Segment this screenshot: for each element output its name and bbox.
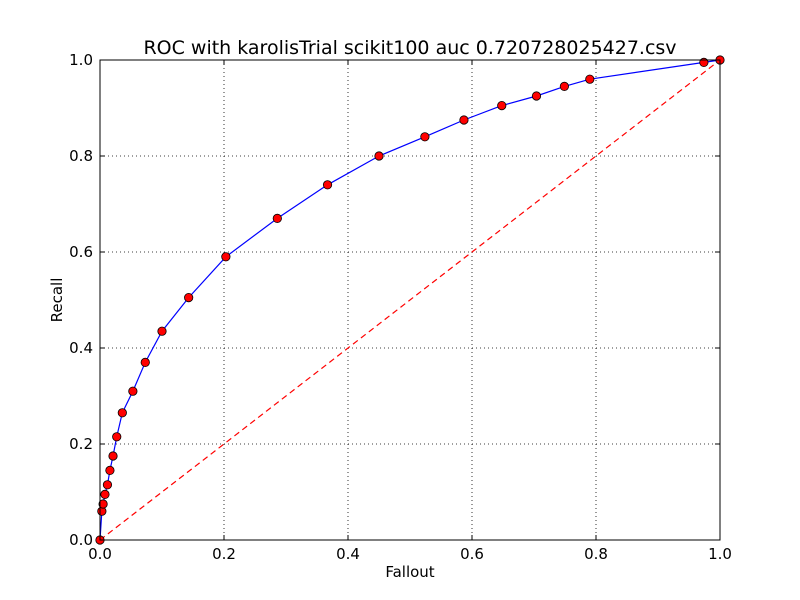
x-tick-label: 0.8 [584, 545, 608, 563]
roc-point [497, 101, 507, 111]
y-tick-label: 1.0 [69, 51, 93, 69]
roc-point [221, 252, 231, 262]
roc-point [140, 357, 150, 367]
chart-title: ROC with karolisTrial scikit100 auc 0.72… [143, 37, 676, 59]
grid [100, 60, 720, 540]
series-layer [95, 55, 725, 545]
x-axis-label: Fallout [385, 563, 434, 581]
roc-point [112, 432, 122, 442]
roc-point [117, 408, 127, 418]
roc-point [157, 326, 167, 336]
y-tick-label: 0.8 [69, 147, 93, 165]
roc-point [420, 132, 430, 142]
roc-point [102, 480, 113, 490]
roc-point [105, 465, 115, 475]
x-tick-label: 0.2 [212, 545, 236, 563]
roc-point [272, 213, 282, 223]
roc-point [184, 292, 194, 303]
x-tick-label: 0.6 [460, 545, 484, 563]
roc-point [559, 81, 569, 92]
x-tick-label: 0.4 [336, 545, 360, 563]
y-tick-label: 0.6 [69, 243, 93, 261]
roc-point [100, 489, 110, 499]
roc-point [108, 451, 118, 461]
roc-point [322, 180, 333, 190]
roc-point [374, 151, 384, 161]
x-tick-label: 0.0 [88, 545, 112, 563]
y-tick-label: 0.2 [69, 435, 93, 453]
roc-point [585, 74, 595, 84]
roc-point [128, 386, 138, 396]
roc-point [531, 91, 542, 101]
roc-point [699, 57, 709, 68]
y-tick-label: 0.4 [69, 339, 93, 357]
y-tick-label: 0.0 [69, 531, 93, 549]
roc-point [98, 499, 108, 509]
ticks: 0.0 0.2 0.4 0.6 0.8 1.0 0.0 0.2 0.4 0.6 0.8 1.0 [69, 51, 732, 563]
plot-frame [99, 59, 721, 541]
roc-point [459, 115, 469, 125]
diagonal-reference-line [99, 59, 721, 541]
x-tick-label: 1.0 [708, 545, 732, 563]
y-axis-label: Recall [48, 278, 66, 323]
